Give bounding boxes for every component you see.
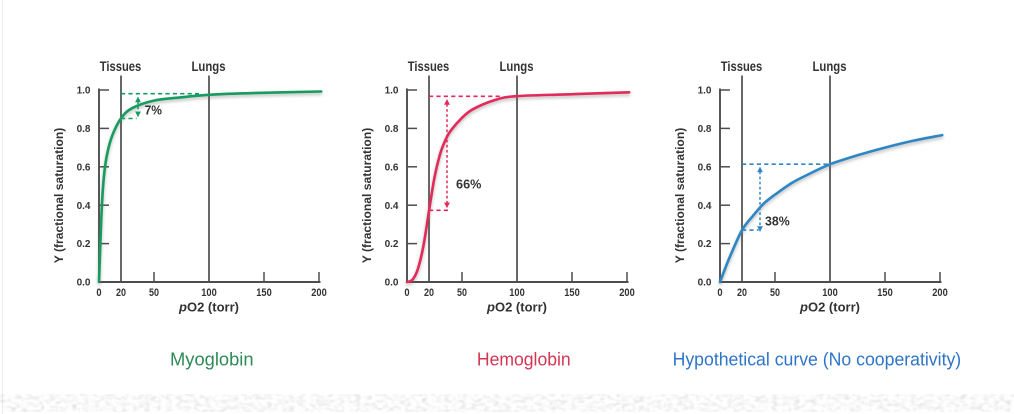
svg-text:0: 0: [96, 287, 101, 299]
svg-text:20: 20: [424, 287, 434, 299]
svg-text:Hypothetical curve (No coopera: Hypothetical curve (No cooperativity): [673, 350, 962, 370]
svg-text:Lungs: Lungs: [813, 58, 847, 74]
svg-text:0.4: 0.4: [698, 201, 712, 212]
svg-text:0.6: 0.6: [698, 162, 712, 173]
svg-text:Y (fractional saturation): Y (fractional saturation): [52, 128, 66, 264]
svg-text:200: 200: [311, 287, 327, 299]
svg-text:150: 150: [877, 287, 893, 299]
svg-text:Tissues: Tissues: [100, 58, 142, 74]
svg-text:1.0: 1.0: [77, 86, 91, 97]
svg-text:150: 150: [564, 287, 580, 299]
svg-text:Myoglobin: Myoglobin: [170, 350, 254, 370]
svg-text:0.8: 0.8: [698, 124, 712, 135]
svg-text:7%: 7%: [145, 103, 162, 117]
svg-text:0.2: 0.2: [698, 239, 712, 250]
svg-text:Hemoglobin: Hemoglobin: [477, 350, 571, 370]
svg-text:Lungs: Lungs: [192, 58, 226, 74]
svg-text:0.8: 0.8: [77, 124, 91, 135]
svg-text:0.8: 0.8: [385, 124, 399, 135]
svg-text:0.0: 0.0: [77, 278, 91, 289]
svg-text:100: 100: [201, 287, 217, 299]
svg-text:0.6: 0.6: [77, 162, 91, 173]
svg-text:50: 50: [770, 287, 780, 299]
svg-text:Y (fractional saturation): Y (fractional saturation): [360, 128, 374, 264]
svg-text:Tissues: Tissues: [408, 58, 450, 74]
svg-text:100: 100: [822, 287, 838, 299]
svg-text:66%: 66%: [456, 177, 481, 191]
svg-text:pO2 (torr): pO2 (torr): [178, 300, 239, 315]
svg-text:0.2: 0.2: [385, 239, 399, 250]
svg-text:0.2: 0.2: [77, 239, 91, 250]
svg-text:0.6: 0.6: [385, 162, 399, 173]
svg-text:20: 20: [737, 287, 747, 299]
svg-text:0.0: 0.0: [385, 278, 399, 289]
svg-text:0: 0: [717, 287, 722, 299]
svg-text:0.4: 0.4: [77, 201, 91, 212]
svg-text:100: 100: [509, 287, 525, 299]
svg-text:1.0: 1.0: [698, 86, 712, 97]
svg-text:0.0: 0.0: [698, 278, 712, 289]
svg-text:1.0: 1.0: [385, 86, 399, 97]
svg-text:pO2 (torr): pO2 (torr): [486, 300, 547, 315]
svg-text:0: 0: [404, 287, 409, 299]
svg-text:pO2 (torr): pO2 (torr): [799, 300, 860, 315]
svg-text:50: 50: [149, 287, 159, 299]
svg-text:20: 20: [116, 287, 126, 299]
svg-text:200: 200: [619, 287, 635, 299]
svg-text:Y (fractional saturation): Y (fractional saturation): [673, 128, 687, 264]
svg-text:50: 50: [457, 287, 467, 299]
svg-text:Tissues: Tissues: [721, 58, 763, 74]
svg-text:38%: 38%: [765, 215, 790, 229]
svg-text:200: 200: [932, 287, 948, 299]
svg-text:Lungs: Lungs: [500, 58, 534, 74]
svg-text:0.4: 0.4: [385, 201, 399, 212]
svg-text:150: 150: [256, 287, 272, 299]
